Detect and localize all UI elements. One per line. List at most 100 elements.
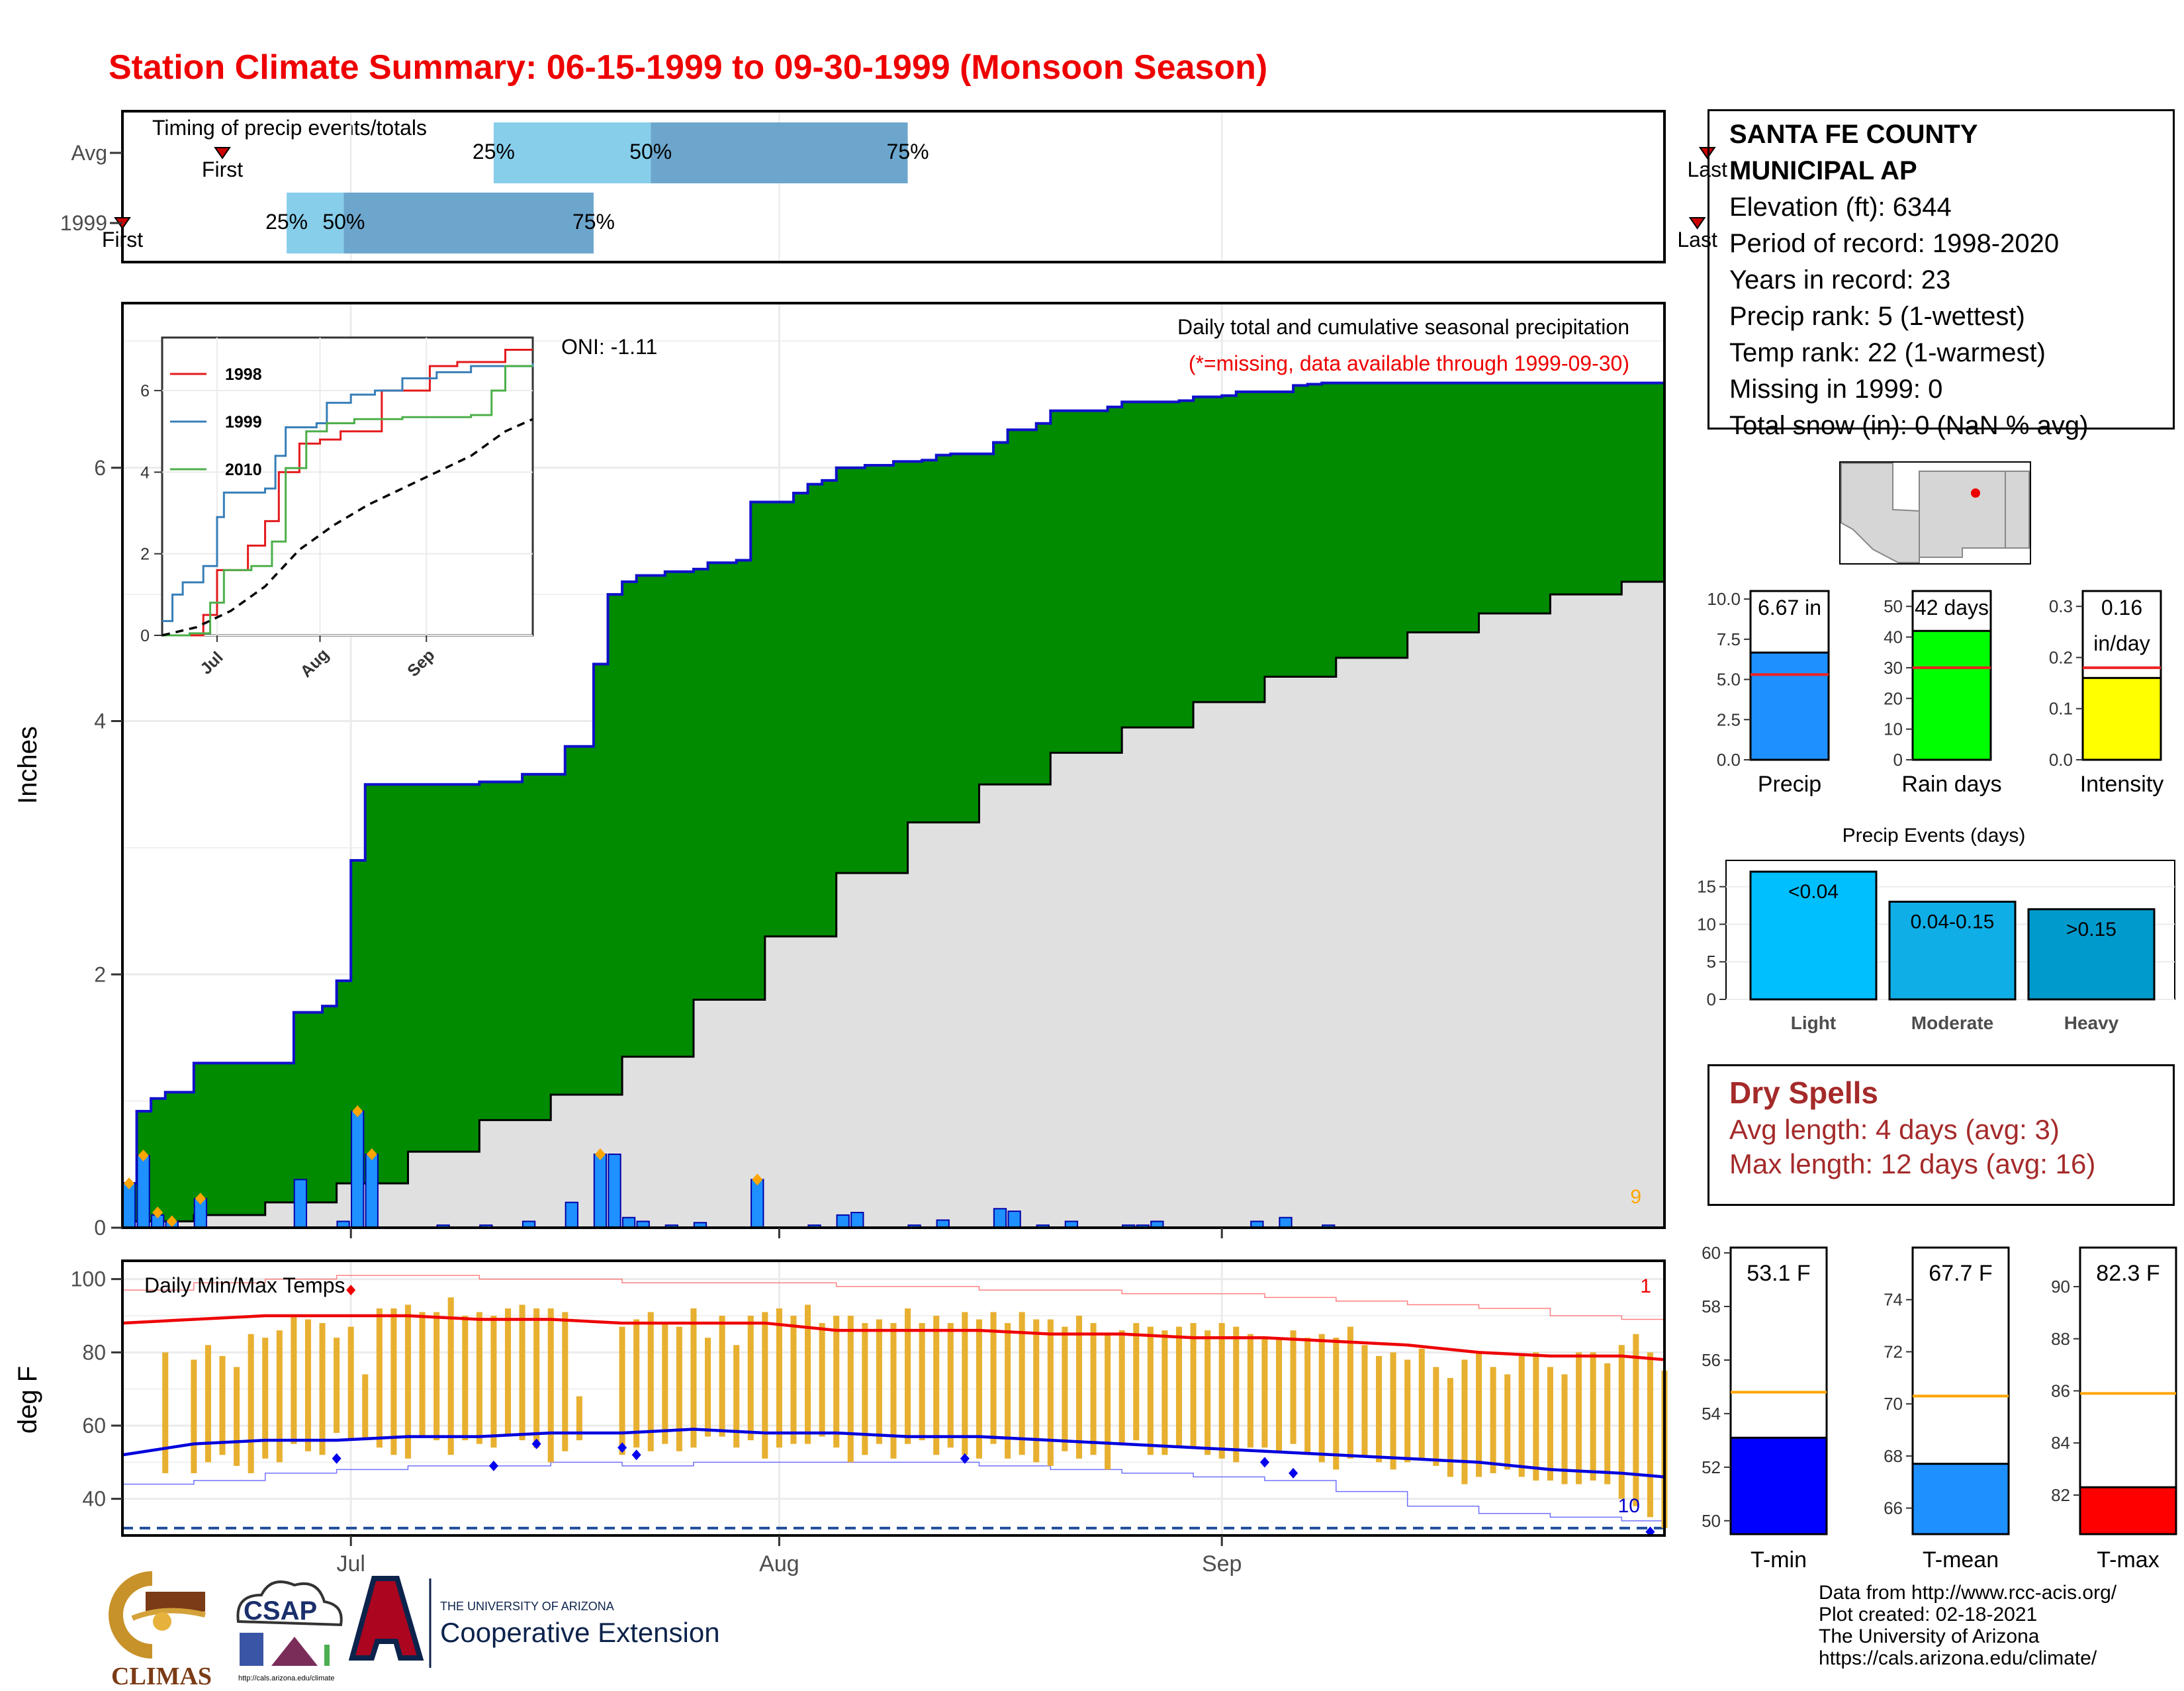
- timing-last-label: Last: [1687, 158, 1727, 181]
- record-low-marker: [332, 1453, 341, 1464]
- record-low-marker: [631, 1449, 641, 1461]
- daily-temp-bar: [1147, 1326, 1154, 1455]
- credits-line4: https://cals.arizona.edu/climate/: [1819, 1647, 2097, 1669]
- daily-temp-bar: [890, 1323, 897, 1459]
- daily-temp-bar: [947, 1323, 954, 1448]
- timing-last-label: Last: [1677, 228, 1717, 251]
- daily-temp-bar: [1161, 1330, 1168, 1455]
- timing-first-label: First: [202, 158, 243, 181]
- daily-temp-bar: [576, 1396, 582, 1441]
- daily-temp-bar: [1318, 1334, 1325, 1463]
- temp-summary-panel-1: 67.7 F 66 68 70 72 74 T-mean: [1884, 1246, 2010, 1573]
- summary-panel-0: 6.67 in 0.0 2.5 5.0 7.5 10.0 Precip: [1707, 589, 1830, 797]
- daily-temp-bar: [1518, 1355, 1525, 1477]
- daily-temp-bar: [319, 1323, 326, 1455]
- daily-temp-bar: [690, 1308, 697, 1448]
- summary-value-unit: in/day: [2093, 631, 2150, 655]
- daily-temp-bar: [404, 1304, 412, 1459]
- credits: Data from http://www.rcc-acis.org/ Plot …: [1819, 1582, 2116, 1669]
- daily-temp-bar: [919, 1323, 925, 1441]
- timing-panel: Timing of precip events/totals 25% 50% 75%…: [60, 110, 1727, 263]
- station-info-box: SANTA FE COUNTY MUNICIPAL AP Elevation (…: [1707, 109, 2175, 440]
- daily-temp-bar: [647, 1312, 654, 1451]
- inset-average-line: [161, 418, 533, 637]
- inset-legend-label: 1998: [225, 365, 262, 384]
- inset-legend-label: 1999: [225, 413, 262, 432]
- timing-last-marker: [1688, 217, 1706, 230]
- daily-precip-bar: [836, 1214, 850, 1229]
- temp-ytick-label: 60: [82, 1414, 106, 1438]
- page-title: Station Climate Summary: 06-15-1999 to 0…: [109, 48, 1268, 87]
- daily-temp-bar: [533, 1308, 540, 1448]
- daily-precip-marker: [752, 1173, 763, 1186]
- daily-temp-bar: [790, 1316, 797, 1444]
- daily-temp-bar: [1504, 1374, 1511, 1470]
- daily-temp-bar: [633, 1319, 640, 1448]
- daily-temp-bar: [476, 1312, 482, 1444]
- daily-temp-bar: [1533, 1352, 1539, 1481]
- temp-summary-ytick-label: 56: [1702, 1350, 1721, 1370]
- timing-quartile-label: 25%: [265, 210, 308, 234]
- daily-precip-bar: [621, 1216, 636, 1229]
- precip-ytick-label: 4: [94, 709, 106, 733]
- daily-temp-bar: [376, 1308, 383, 1448]
- temp-frame: [121, 1259, 1666, 1537]
- daily-temp-bar: [747, 1316, 754, 1441]
- record-low-marker: [1259, 1457, 1269, 1468]
- summary-value-label: 42 days: [1915, 596, 1989, 619]
- temp-ytick-label: 40: [82, 1487, 106, 1511]
- record-min-line: [122, 1461, 1665, 1528]
- summary-ytick-label: 30: [1884, 658, 1903, 678]
- temp-summary-ytick-label: 90: [2051, 1277, 2070, 1297]
- climas-logo-text: CLIMAS: [111, 1663, 212, 1690]
- temp-summary-ytick-label: 86: [2051, 1381, 2070, 1401]
- daily-precip-bar: [593, 1154, 608, 1229]
- dry-spells-avg: Avg length: 4 days (avg: 3): [1729, 1114, 2060, 1145]
- summary-panel-1: 42 days 0 10 20 30 40 50 Rain days: [1884, 590, 2002, 797]
- daily-temp-bar: [1447, 1378, 1453, 1477]
- station-snow: Total snow (in): 0 (NaN % avg): [1729, 411, 2089, 440]
- csap-logo: CSAP http://cals.arizona.edu/climate: [236, 1580, 343, 1682]
- summary-ytick-label: 10.0: [1707, 589, 1741, 609]
- events-bar-label: >0.15: [2066, 919, 2116, 940]
- daily-temp-bar: [662, 1323, 668, 1444]
- daily-precip-bar: [365, 1154, 379, 1229]
- daily-precip-marker: [352, 1105, 363, 1117]
- daily-temp-bar: [962, 1312, 968, 1455]
- station-years: Years in record: 23: [1729, 265, 1951, 295]
- temp-summary-bar-name: T-max: [2097, 1547, 2159, 1573]
- inset-ytick-label: 4: [140, 463, 150, 482]
- daily-temp-bar: [1275, 1338, 1283, 1451]
- temp-summary-bar-name: T-mean: [1923, 1547, 1999, 1573]
- record-low-marker: [617, 1442, 627, 1453]
- temp-summary-bars: 53.1 F 50 52 54 56 58 60 T-min 67.7 F 66 68 70 72 74 T…: [1702, 1243, 2177, 1573]
- daily-temp-bar: [733, 1345, 740, 1448]
- summary-ytick-label: 0.0: [2049, 750, 2073, 770]
- daily-precip-bar: [608, 1154, 621, 1229]
- daily-temp-bar: [933, 1316, 940, 1455]
- daily-temp-bar: [1090, 1323, 1097, 1455]
- summary-ytick-label: 10: [1884, 719, 1903, 739]
- daily-temp-bar: [462, 1316, 469, 1441]
- average-min-line: [122, 1428, 1665, 1479]
- summary-ytick-label: 7.5: [1717, 629, 1741, 649]
- map-state-new-mexico: [1919, 471, 2006, 558]
- events-ytick-label: 10: [1697, 914, 1716, 934]
- daily-temp-bar: [762, 1312, 768, 1459]
- locator-map: [1839, 461, 2031, 565]
- daily-temp-bar: [1347, 1326, 1353, 1459]
- inset-series-line-1998: [162, 348, 533, 637]
- ua-logo: THE UNIVERSITY OF ARIZONA Cooperative Ex…: [348, 1576, 720, 1668]
- daily-precip-bar: [565, 1201, 578, 1229]
- daily-temp-bar: [1547, 1367, 1553, 1481]
- summary-value-label: 0.16: [2101, 596, 2142, 619]
- daily-temp-bar: [504, 1308, 512, 1437]
- daily-temp-bar: [276, 1330, 283, 1463]
- temp-summary-panel-0: 53.1 F 50 52 54 56 58 60 T-min: [1702, 1243, 1828, 1573]
- dry-spells-title: Dry Spells: [1729, 1075, 1878, 1110]
- daily-temp-bar: [990, 1312, 997, 1444]
- daily-temp-bar: [719, 1316, 725, 1437]
- temp-summary-ytick-label: 58: [1702, 1297, 1721, 1316]
- daily-precip-marker: [195, 1192, 206, 1205]
